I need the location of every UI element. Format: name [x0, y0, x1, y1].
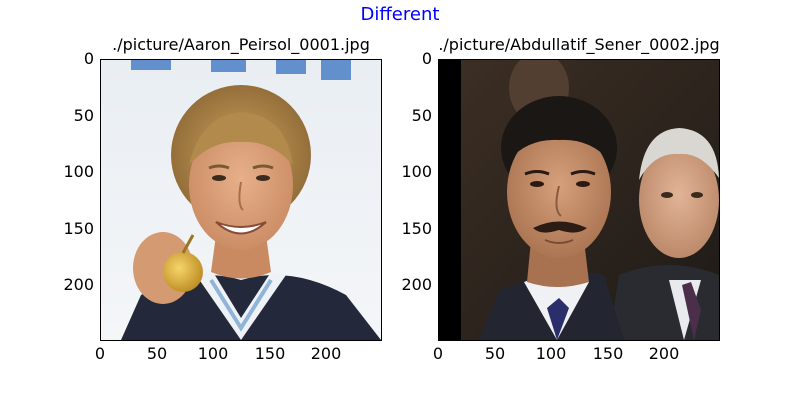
- ytick-label: 50: [73, 106, 94, 125]
- ytick-label: 50: [411, 106, 432, 125]
- ytick-label: 150: [401, 219, 432, 238]
- photo-right: [439, 60, 719, 340]
- ytick-label: 200: [63, 275, 94, 294]
- xtick-label: 0: [432, 344, 444, 363]
- panel-left: ./picture/Aaron_Peirsol_0001.jpg: [60, 35, 390, 375]
- xtick-label: 0: [94, 344, 106, 363]
- ytick-label: 100: [401, 162, 432, 181]
- ytick-label: 100: [63, 162, 94, 181]
- xtick-label: 200: [310, 344, 342, 363]
- image-axes-left: [100, 59, 382, 341]
- ytick-label: 0: [83, 49, 94, 68]
- panel-right-ticks: 0 50 100 150 200 0 50 100 150 200: [398, 35, 728, 375]
- panel-right-title: ./picture/Abdullatif_Sener_0002.jpg: [438, 35, 720, 54]
- xtick-label: 150: [254, 344, 286, 363]
- ytick-label: 0: [421, 49, 432, 68]
- panel-left-title: ./picture/Aaron_Peirsol_0001.jpg: [112, 35, 370, 54]
- ytick-label: 150: [63, 219, 94, 238]
- figure-suptitle: Different: [360, 4, 440, 25]
- image-axes-right: [438, 59, 720, 341]
- panel-left-ticks: 0 50 100 150 200 0 50 100 150 200: [60, 35, 390, 375]
- xtick-label: 100: [197, 344, 229, 363]
- ytick-label: 200: [401, 275, 432, 294]
- xtick-label: 50: [146, 344, 168, 363]
- xtick-label: 150: [592, 344, 624, 363]
- panel-right: ./picture/Abdullatif_Sener_0002.jpg: [398, 35, 728, 375]
- photo-left: [101, 60, 381, 340]
- xtick-label: 100: [535, 344, 567, 363]
- xtick-label: 200: [648, 344, 680, 363]
- xtick-label: 50: [484, 344, 506, 363]
